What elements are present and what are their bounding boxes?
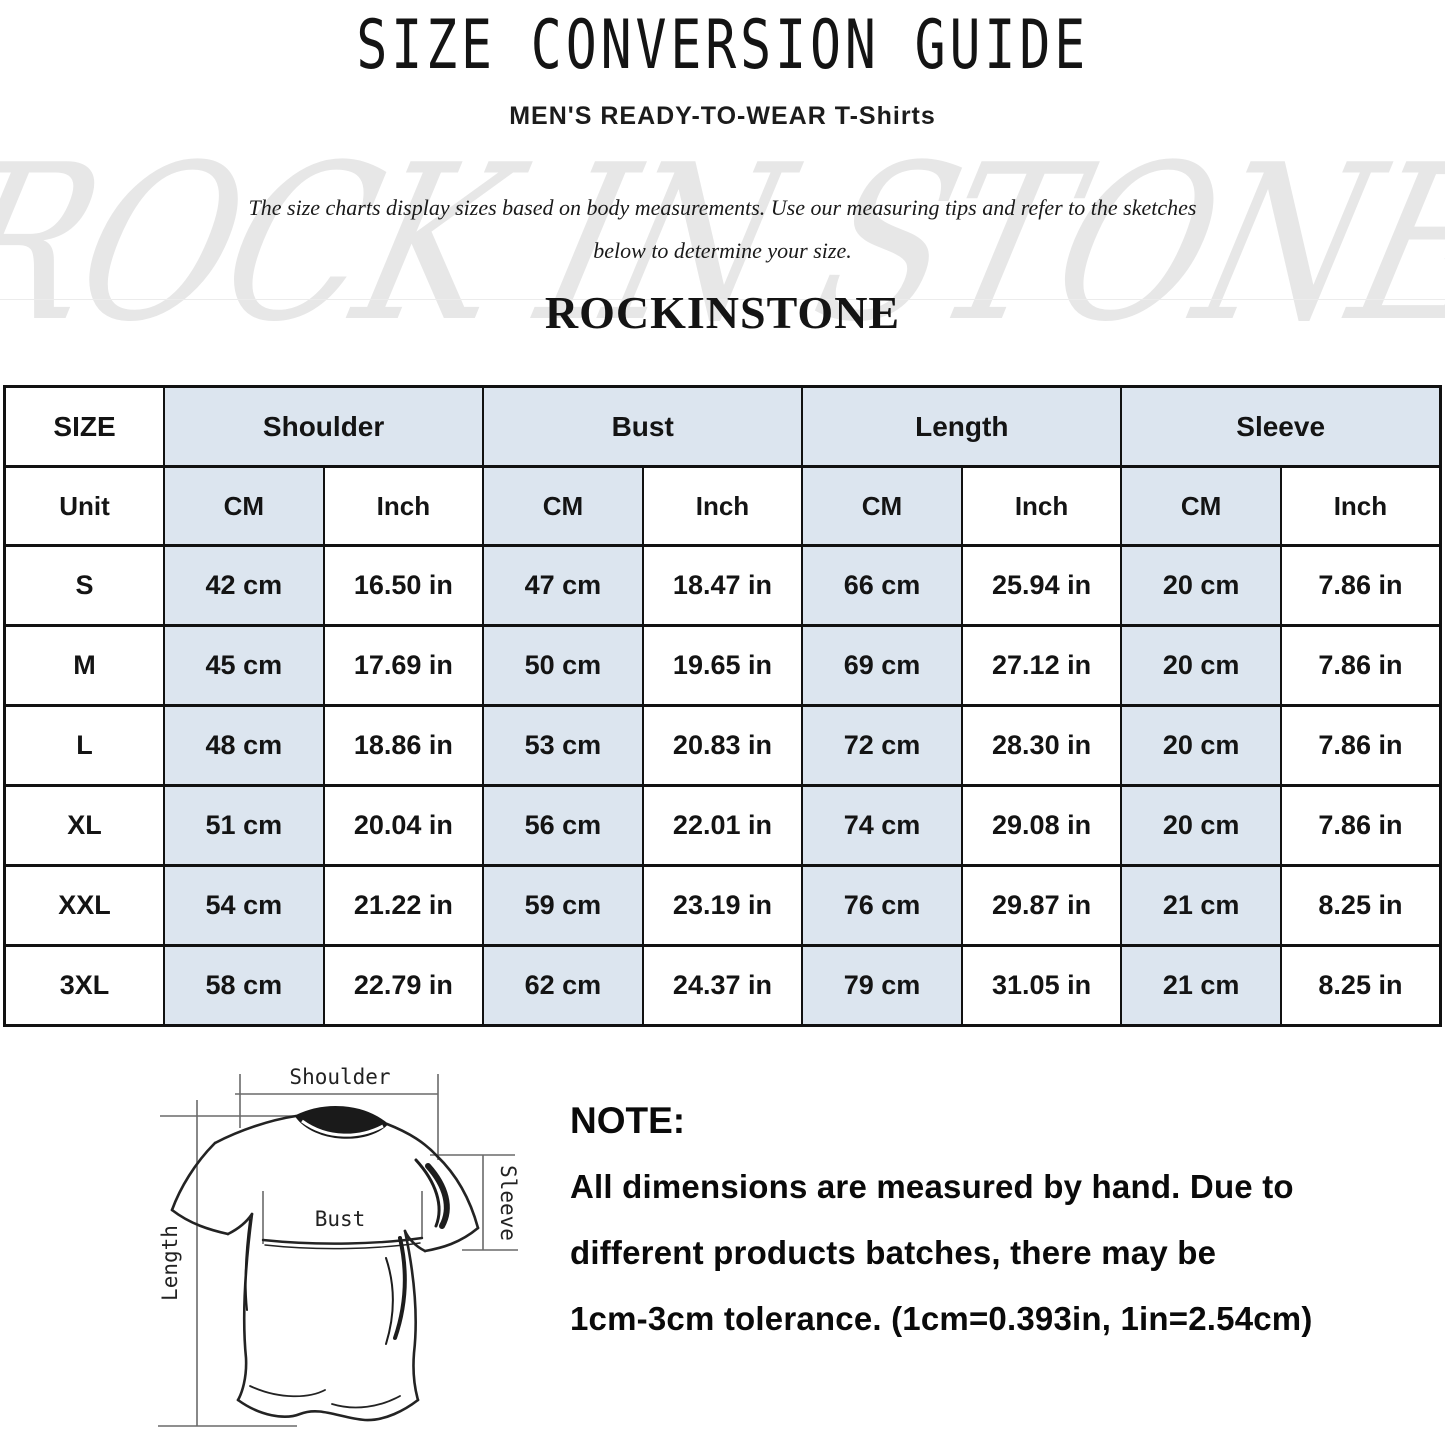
table-cell: Inch	[960, 465, 1123, 547]
table-cell: 16.50 in	[322, 544, 485, 627]
size-header-cell: SIZE	[3, 385, 166, 468]
table-cell: 47 cm	[482, 544, 644, 627]
table-cell: 19.65 in	[641, 624, 804, 707]
table-row-s: S 42 cm 16.50 in 47 cm 18.47 in 66 cm 25…	[3, 544, 1442, 627]
group-header-length: Length	[801, 385, 1123, 468]
size-label: L	[3, 704, 166, 787]
table-cell: 58 cm	[163, 944, 325, 1027]
description-line-2: below to determine your size.	[593, 238, 852, 263]
table-cell: 51 cm	[163, 784, 325, 867]
table-cell: 7.86 in	[1279, 544, 1442, 627]
table-cell: 31.05 in	[960, 944, 1123, 1027]
page-subtitle: MEN'S READY-TO-WEAR T-Shirts	[509, 102, 936, 130]
table-cell: CM	[163, 465, 325, 547]
size-label: XL	[3, 784, 166, 867]
table-cell: 54 cm	[163, 864, 325, 947]
table-cell: 59 cm	[482, 864, 644, 947]
table-cell: 28.30 in	[960, 704, 1123, 787]
table-cell: 29.87 in	[960, 864, 1123, 947]
table-cell: 7.86 in	[1279, 784, 1442, 867]
size-label: XXL	[3, 864, 166, 947]
table-cell: 8.25 in	[1279, 864, 1442, 947]
table-cell: 18.86 in	[322, 704, 485, 787]
table-row-l: L 48 cm 18.86 in 53 cm 20.83 in 72 cm 28…	[3, 704, 1442, 787]
table-cell: 27.12 in	[960, 624, 1123, 707]
table-cell: Inch	[1279, 465, 1442, 547]
table-cell: 56 cm	[482, 784, 644, 867]
group-header-sleeve: Sleeve	[1120, 385, 1442, 468]
brand-name: ROCKINSTONE	[544, 287, 901, 338]
note-line-2: different products batches, there may be	[570, 1234, 1217, 1271]
table-cell: 7.86 in	[1279, 624, 1442, 707]
table-cell: 20 cm	[1120, 544, 1282, 627]
table-cell: 76 cm	[801, 864, 963, 947]
description: The size charts display sizes based on b…	[0, 186, 1445, 272]
table-cell: CM	[482, 465, 644, 547]
table-cell: 20 cm	[1120, 624, 1282, 707]
table-cell: 21.22 in	[322, 864, 485, 947]
description-line-1: The size charts display sizes based on b…	[248, 195, 1197, 220]
diagram-sleeve-label: Sleeve	[496, 1165, 520, 1241]
table-cell: 48 cm	[163, 704, 325, 787]
note-line-3: 1cm-3cm tolerance. (1cm=0.393in, 1in=2.5…	[570, 1300, 1313, 1337]
table-cell: 42 cm	[163, 544, 325, 627]
table-cell: 22.79 in	[322, 944, 485, 1027]
table-cell: 7.86 in	[1279, 704, 1442, 787]
table-cell: 18.47 in	[641, 544, 804, 627]
size-label: S	[3, 544, 166, 627]
table-cell: 25.94 in	[960, 544, 1123, 627]
size-label: M	[3, 624, 166, 707]
table-cell: 45 cm	[163, 624, 325, 707]
diagram-length-label: Length	[158, 1225, 182, 1301]
group-header-shoulder: Shoulder	[163, 385, 485, 468]
table-cell: 69 cm	[801, 624, 963, 707]
table-cell: 24.37 in	[641, 944, 804, 1027]
table-cell: 50 cm	[482, 624, 644, 707]
table-cell: 17.69 in	[322, 624, 485, 707]
unit-label-cell: Unit	[3, 465, 166, 547]
table-cell: CM	[801, 465, 963, 547]
group-header-bust: Bust	[482, 385, 804, 468]
tshirt-measurement-diagram: Shoulder Bust Length Sleeve	[158, 1065, 520, 1427]
table-cell: 29.08 in	[960, 784, 1123, 867]
table-cell: 20.83 in	[641, 704, 804, 787]
table-group-header-row: SIZE Shoulder Bust Length Sleeve	[3, 385, 1442, 468]
table-cell: 22.01 in	[641, 784, 804, 867]
size-label: 3XL	[3, 944, 166, 1027]
note-section: NOTE: All dimensions are measured by han…	[570, 1088, 1430, 1352]
table-cell: 62 cm	[482, 944, 644, 1027]
table-row-m: M 45 cm 17.69 in 50 cm 19.65 in 69 cm 27…	[3, 624, 1442, 707]
table-cell: 20.04 in	[322, 784, 485, 867]
page-title-wrap: SIZE CONVERSION GUIDE	[0, 6, 1445, 85]
table-row-xl: XL 51 cm 20.04 in 56 cm 22.01 in 74 cm 2…	[3, 784, 1442, 867]
table-unit-row: Unit CM Inch CM Inch CM Inch CM Inch	[3, 465, 1442, 547]
table-cell: Inch	[641, 465, 804, 547]
diagram-shoulder-label: Shoulder	[289, 1065, 390, 1089]
table-cell: 74 cm	[801, 784, 963, 867]
diagram-bust-label: Bust	[315, 1207, 366, 1231]
table-cell: 72 cm	[801, 704, 963, 787]
table-cell: 21 cm	[1120, 864, 1282, 947]
table-row-xxl: XXL 54 cm 21.22 in 59 cm 23.19 in 76 cm …	[3, 864, 1442, 947]
table-cell: 23.19 in	[641, 864, 804, 947]
table-cell: 66 cm	[801, 544, 963, 627]
table-cell: 8.25 in	[1279, 944, 1442, 1027]
note-heading: NOTE:	[570, 1100, 686, 1141]
table-cell: CM	[1120, 465, 1282, 547]
table-cell: 20 cm	[1120, 704, 1282, 787]
table-cell: 79 cm	[801, 944, 963, 1027]
page-title: SIZE CONVERSION GUIDE	[356, 6, 1089, 85]
table-cell: 53 cm	[482, 704, 644, 787]
size-conversion-table: SIZE Shoulder Bust Length Sleeve Unit CM…	[3, 385, 1442, 1027]
note-line-1: All dimensions are measured by hand. Due…	[570, 1168, 1294, 1205]
divider-line	[0, 299, 1445, 300]
table-cell: 21 cm	[1120, 944, 1282, 1027]
table-cell: 20 cm	[1120, 784, 1282, 867]
table-row-3xl: 3XL 58 cm 22.79 in 62 cm 24.37 in 79 cm …	[3, 944, 1442, 1027]
table-cell: Inch	[322, 465, 485, 547]
